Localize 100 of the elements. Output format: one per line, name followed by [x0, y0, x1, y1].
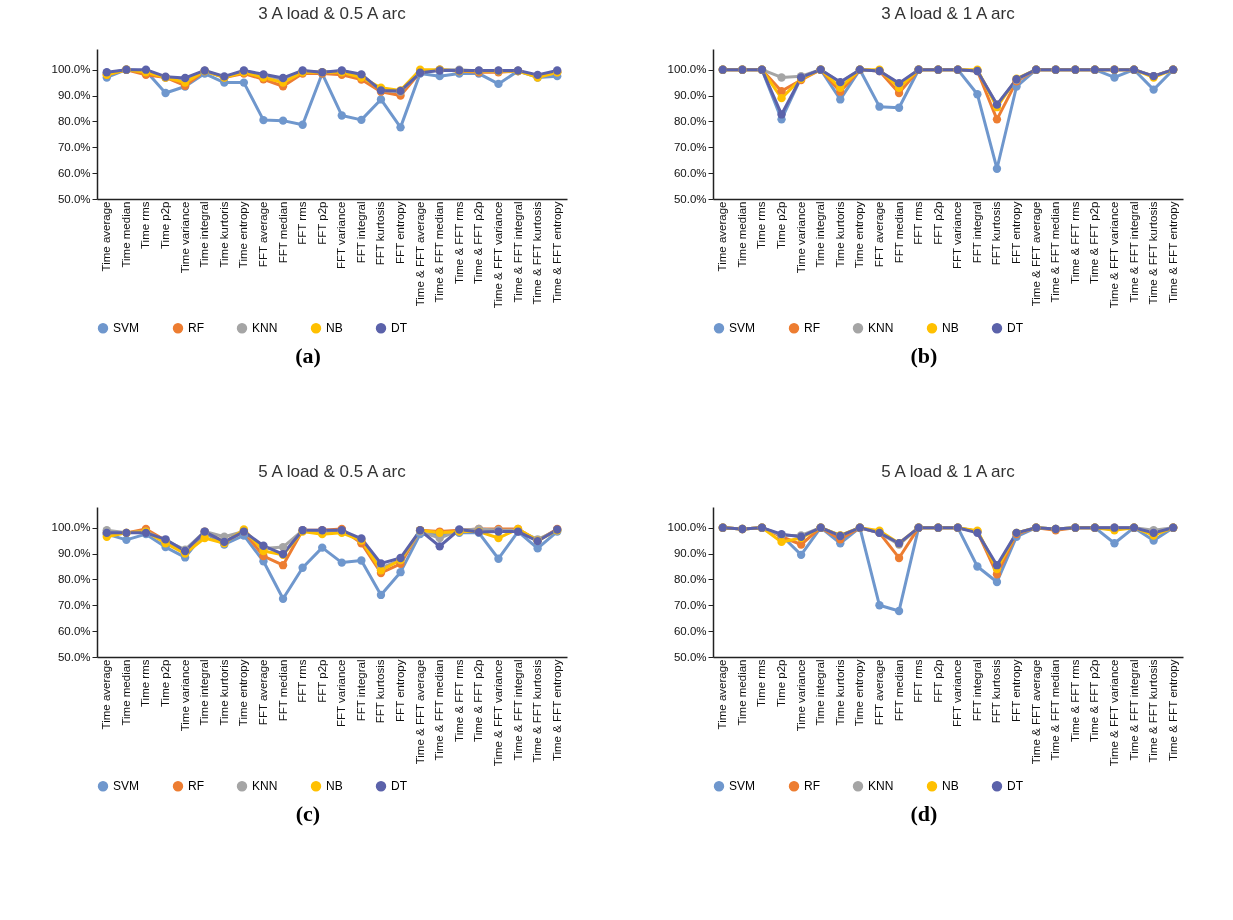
- legend-label: SVM: [728, 779, 755, 794]
- x-tick-label: FFT average: [872, 201, 885, 268]
- y-tick-label: 50.0%: [673, 192, 706, 205]
- point: [376, 559, 385, 568]
- x-tick-label: Time rms: [138, 659, 151, 707]
- x-tick-label: Time & FFT entropy: [1166, 201, 1179, 304]
- x-tick-label: Time average: [99, 201, 112, 272]
- y-tick-label: 90.0%: [57, 547, 90, 560]
- legend-label: SVM: [112, 321, 139, 336]
- legend-label: DT: [1006, 321, 1024, 336]
- x-tick-label: Time entropy: [852, 659, 865, 727]
- x-tick-label: Time & FFT average: [1029, 201, 1042, 307]
- x-tick-label: Time integral: [813, 659, 826, 726]
- x-tick-label: FFT kurtosis: [989, 201, 1002, 266]
- y-tick-label: 70.0%: [57, 140, 90, 153]
- x-tick-label: Time & FFT median: [432, 659, 445, 761]
- y-tick-label: 80.0%: [57, 114, 90, 127]
- x-tick-label: Time & FFT rms: [1068, 201, 1081, 284]
- x-tick-label: Time rms: [754, 201, 767, 249]
- x-tick-label: Time & FFT integral: [511, 201, 524, 303]
- x-tick-label: FFT rms: [911, 659, 924, 703]
- point: [278, 594, 287, 603]
- x-tick-label: Time & FFT entropy: [550, 201, 563, 304]
- legend-label: DT: [390, 779, 408, 794]
- x-tick-label: Time p2p: [774, 659, 787, 708]
- point: [894, 103, 903, 112]
- x-tick-label: FFT integral: [970, 659, 983, 722]
- x-tick-label: Time median: [735, 201, 748, 268]
- x-tick-label: Time & FFT kurtosis: [530, 659, 543, 763]
- point: [121, 535, 131, 545]
- x-tick-label: FFT integral: [354, 659, 367, 722]
- x-tick-label: FFT entropy: [393, 201, 406, 264]
- point: [297, 563, 307, 572]
- x-tick-label: FFT variance: [334, 201, 347, 270]
- x-tick-label: Time & FFT entropy: [1166, 659, 1179, 762]
- chart-title: 3 A load & 1 A arc: [880, 4, 1015, 23]
- x-tick-label: FFT median: [276, 201, 289, 264]
- y-tick-label: 50.0%: [57, 192, 90, 205]
- x-tick-label: FFT variance: [950, 659, 963, 728]
- x-tick-label: Time & FFT kurtosis: [530, 201, 543, 305]
- x-tick-label: Time variance: [794, 659, 807, 732]
- x-tick-label: FFT variance: [950, 201, 963, 270]
- point: [894, 553, 903, 563]
- x-tick-label: Time integral: [197, 201, 210, 268]
- y-tick-label: 100.0%: [50, 63, 90, 76]
- point: [1109, 73, 1119, 82]
- x-tick-label: FFT average: [256, 201, 269, 268]
- point: [258, 115, 268, 125]
- point: [776, 537, 786, 547]
- y-tick-label: 70.0%: [57, 598, 90, 611]
- point: [776, 93, 786, 103]
- y-tick-label: 100.0%: [50, 521, 90, 534]
- text: (d): [910, 801, 938, 827]
- legend-label: RF: [803, 321, 820, 336]
- x-tick-label: Time & FFT rms: [452, 659, 465, 742]
- x-tick-label: FFT p2p: [931, 659, 944, 703]
- x-tick-label: FFT kurtosis: [373, 659, 386, 724]
- point: [239, 78, 248, 87]
- y-tick-label: 80.0%: [673, 572, 706, 585]
- x-tick-label: Time & FFT variance: [491, 201, 504, 309]
- x-tick-label: FFT p2p: [315, 659, 328, 703]
- legend-label: KNN: [867, 779, 893, 794]
- point: [992, 577, 1001, 587]
- y-tick-label: 70.0%: [673, 598, 706, 611]
- point: [278, 561, 287, 570]
- text: (a): [295, 343, 321, 369]
- point: [894, 606, 903, 616]
- x-tick-label: Time integral: [197, 659, 210, 726]
- x-tick-label: Time entropy: [236, 659, 249, 727]
- x-tick-label: Time kurtoris: [217, 659, 230, 726]
- y-tick-label: 60.0%: [57, 166, 90, 179]
- point: [776, 110, 786, 119]
- point: [376, 95, 385, 104]
- point: [532, 544, 542, 553]
- y-tick-label: 60.0%: [673, 624, 706, 637]
- y-tick-label: 80.0%: [673, 114, 706, 127]
- legend-label: KNN: [251, 779, 277, 794]
- y-tick-label: 90.0%: [57, 89, 90, 102]
- x-tick-label: FFT rms: [295, 201, 308, 245]
- x-tick-label: Time & FFT average: [1029, 659, 1042, 765]
- x-tick-label: Time & FFT rms: [1068, 659, 1081, 742]
- x-tick-label: Time & FFT kurtosis: [1146, 201, 1159, 305]
- x-tick-label: FFT median: [892, 659, 905, 722]
- x-tick-label: FFT variance: [334, 659, 347, 728]
- x-tick-label: Time median: [735, 659, 748, 726]
- x-tick-label: Time p2p: [158, 201, 171, 250]
- point: [972, 90, 982, 99]
- x-tick-label: Time entropy: [236, 201, 249, 269]
- x-tick-label: FFT average: [872, 659, 885, 726]
- x-tick-label: Time average: [715, 201, 728, 272]
- x-tick-label: Time rms: [754, 659, 767, 707]
- x-tick-label: Time variance: [178, 659, 191, 732]
- y-tick-label: 60.0%: [673, 166, 706, 179]
- x-tick-label: Time median: [119, 201, 132, 268]
- legend-label: KNN: [251, 321, 277, 336]
- x-tick-label: Time & FFT median: [1048, 201, 1061, 303]
- y-tick-label: 100.0%: [666, 521, 706, 534]
- x-tick-label: Time kurtoris: [833, 659, 846, 726]
- legend-label: SVM: [112, 779, 139, 794]
- text: (b): [910, 343, 938, 369]
